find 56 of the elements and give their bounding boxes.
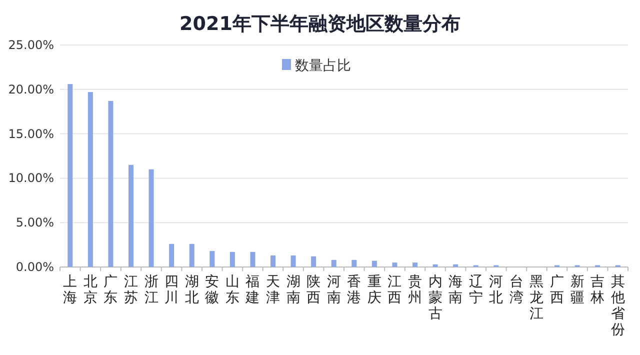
x-tick-label: 北京 bbox=[83, 274, 98, 306]
x-tick-label: 福建 bbox=[244, 274, 260, 306]
x-tick-label: 河北 bbox=[489, 274, 504, 306]
x-tick-label: 黑龙江 bbox=[530, 274, 544, 322]
bar bbox=[432, 264, 438, 267]
bar bbox=[250, 252, 256, 267]
y-tick-label: 15.00% bbox=[8, 126, 54, 141]
x-tick-label: 台湾 bbox=[509, 274, 524, 306]
x-tick-label: 贵州 bbox=[408, 274, 422, 306]
y-tick-label: 0.00% bbox=[16, 260, 54, 274]
legend-label: 数量占比 bbox=[295, 58, 351, 74]
x-tick-label: 浙江 bbox=[144, 274, 158, 306]
bar bbox=[128, 164, 134, 267]
bar bbox=[412, 262, 418, 267]
x-tick-label: 陕西 bbox=[306, 274, 321, 306]
x-tick-label: 广东 bbox=[104, 274, 118, 306]
bar bbox=[189, 244, 194, 267]
bar bbox=[453, 264, 458, 267]
x-tick-label: 湖北 bbox=[184, 274, 199, 306]
x-tick-label: 广西 bbox=[550, 274, 564, 306]
x-tick-label: 新疆 bbox=[570, 274, 584, 306]
x-tick-label: 天津 bbox=[266, 274, 280, 306]
x-tick-label: 湖南 bbox=[286, 274, 300, 306]
bar bbox=[108, 100, 114, 267]
x-tick-label: 河南 bbox=[326, 274, 341, 306]
x-tick-label: 辽宁 bbox=[468, 274, 483, 306]
x-tick-label: 内蒙古 bbox=[428, 274, 442, 322]
bar bbox=[169, 244, 174, 267]
y-tick-label: 25.00% bbox=[8, 38, 54, 52]
bar bbox=[148, 169, 154, 267]
chart-title: 2021年下半年融资地区数量分布 bbox=[180, 13, 460, 35]
y-tick-label: 10.00% bbox=[8, 171, 54, 186]
bar bbox=[331, 260, 336, 267]
x-tick-label: 山东 bbox=[225, 274, 240, 306]
x-tick-label: 四川 bbox=[164, 274, 179, 306]
bar bbox=[392, 262, 398, 267]
x-tick-label: 江西 bbox=[388, 274, 402, 306]
y-tick-label: 5.00% bbox=[16, 216, 54, 230]
bar bbox=[230, 252, 235, 267]
x-tick-label: 其他省份 bbox=[610, 274, 625, 338]
x-tick-label: 重庆 bbox=[367, 274, 382, 306]
bar bbox=[372, 260, 377, 267]
bar bbox=[352, 260, 357, 267]
x-tick-label: 江苏 bbox=[124, 274, 138, 306]
x-tick-label: 香港 bbox=[347, 274, 362, 306]
bar bbox=[311, 256, 316, 267]
x-tick-label: 海南 bbox=[448, 274, 463, 306]
bar bbox=[290, 255, 296, 267]
x-tick-label: 上海 bbox=[63, 274, 78, 306]
x-tick-label: 吉林 bbox=[590, 274, 605, 306]
bar bbox=[270, 255, 276, 267]
y-tick-label: 20.00% bbox=[8, 82, 54, 96]
x-tick-label: 安徽 bbox=[205, 274, 220, 306]
bar bbox=[68, 84, 73, 267]
bar bbox=[210, 251, 215, 267]
bar bbox=[88, 92, 93, 267]
